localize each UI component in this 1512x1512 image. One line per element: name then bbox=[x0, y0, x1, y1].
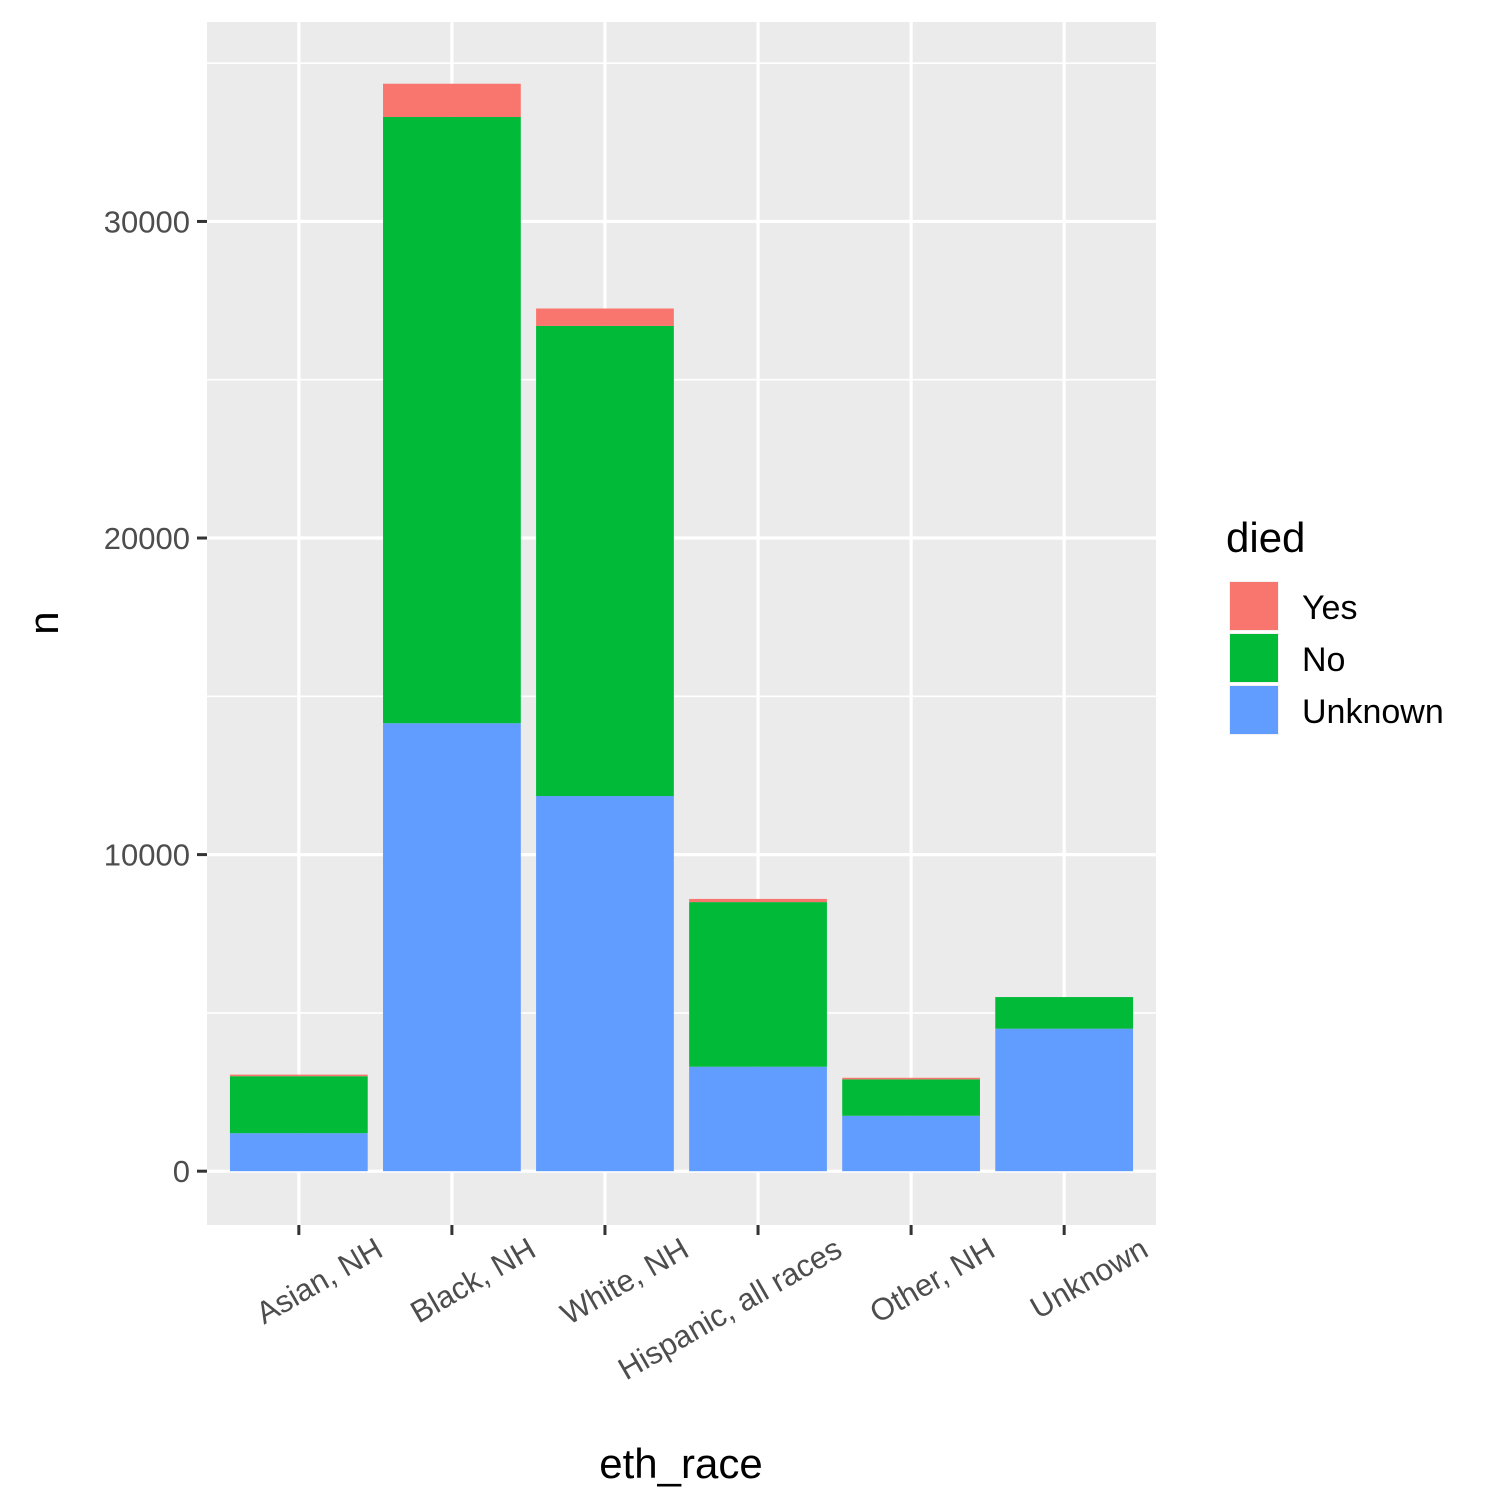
legend-label-no: No bbox=[1302, 641, 1345, 679]
x-tick-label-asian-nh: Asian, NH bbox=[250, 1231, 388, 1331]
bar-white-nh-yes bbox=[536, 308, 674, 326]
bar-unknown-no bbox=[995, 997, 1134, 1029]
bar-other-nh-no bbox=[842, 1079, 980, 1116]
bar-black-nh-yes bbox=[383, 83, 521, 117]
bar-black-nh-no bbox=[383, 116, 521, 724]
bar-other-nh-unknown bbox=[842, 1115, 980, 1172]
y-axis-title: n bbox=[20, 611, 67, 634]
legend-label-yes: Yes bbox=[1302, 589, 1357, 627]
bar-asian-nh-no bbox=[229, 1076, 368, 1134]
legend-swatch-unknown bbox=[1230, 686, 1278, 734]
y-tick-label: 20000 bbox=[104, 521, 190, 556]
bar-white-nh-unknown bbox=[536, 796, 674, 1172]
bar-hispanic-all-races-unknown bbox=[689, 1066, 827, 1172]
bar-black-nh-unknown bbox=[383, 723, 521, 1172]
x-tick-label-white-nh: White, NH bbox=[555, 1231, 695, 1332]
x-tick-label-black-nh: Black, NH bbox=[405, 1231, 542, 1330]
x-tick-label-other-nh: Other, NH bbox=[864, 1231, 1001, 1330]
y-tick-label: 0 bbox=[173, 1154, 190, 1189]
legend-swatch-yes bbox=[1230, 582, 1278, 630]
bar-asian-nh-yes bbox=[229, 1074, 368, 1077]
bars bbox=[229, 83, 1134, 1172]
bar-hispanic-all-races-no bbox=[689, 902, 827, 1067]
y-tick-label: 30000 bbox=[104, 204, 190, 239]
x-axis-title: eth_race bbox=[599, 1440, 762, 1487]
legend: died Yes No Unknown bbox=[1226, 514, 1444, 735]
bar-hispanic-all-races-yes bbox=[689, 898, 827, 903]
legend-title: died bbox=[1226, 514, 1305, 561]
bar-other-nh-yes bbox=[842, 1077, 980, 1080]
bar-asian-nh-unknown bbox=[229, 1133, 368, 1172]
legend-label-unknown: Unknown bbox=[1302, 693, 1444, 731]
bar-white-nh-no bbox=[536, 325, 674, 797]
y-axis: 0 10000 20000 30000 bbox=[104, 204, 207, 1189]
legend-swatch-no bbox=[1230, 634, 1278, 682]
bar-unknown-unknown bbox=[995, 1028, 1134, 1172]
x-tick-label-unknown: Unknown bbox=[1024, 1231, 1153, 1326]
y-tick-label: 10000 bbox=[104, 838, 190, 873]
